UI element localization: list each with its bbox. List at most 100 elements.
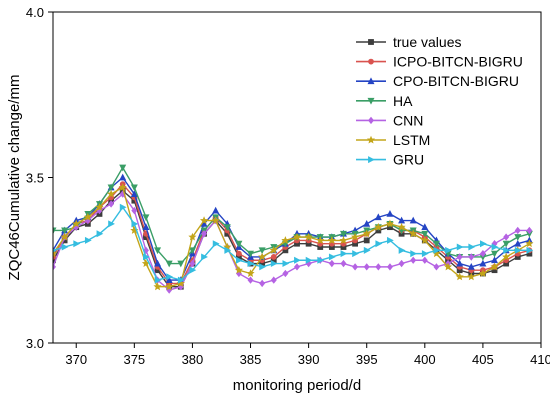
- series-point: [96, 230, 104, 238]
- series-point: [143, 253, 150, 261]
- x-axis: 370 375 380 385 390 395 400 405 410: [65, 343, 550, 367]
- series-point: [387, 236, 394, 244]
- series-point: [131, 220, 139, 228]
- legend-item: CPO-BITCN-BIGRU: [356, 73, 519, 89]
- series-point: [53, 263, 56, 271]
- series-point: [282, 269, 289, 278]
- series-point: [305, 256, 313, 264]
- y-tick-label: 4.0: [26, 5, 44, 20]
- series-point: [83, 212, 92, 221]
- series-point: [212, 240, 220, 248]
- legend-label: ICPO-BITCN-BIGRU: [393, 54, 523, 70]
- series-point: [375, 263, 382, 271]
- legend-marker: [367, 77, 375, 85]
- series-point: [503, 233, 510, 241]
- series-point: [131, 206, 138, 215]
- legend-marker: [368, 39, 374, 45]
- series-point: [154, 276, 162, 284]
- series-point: [188, 232, 197, 241]
- series-point: [445, 246, 452, 254]
- series-point: [421, 256, 428, 264]
- x-tick-label: 380: [182, 352, 204, 367]
- series-point: [166, 273, 174, 281]
- series-point: [410, 256, 417, 264]
- series-point: [107, 184, 115, 192]
- series-point: [352, 263, 359, 271]
- series-point: [212, 206, 220, 214]
- series-point: [490, 262, 499, 271]
- series-point: [375, 240, 383, 248]
- x-tick-label: 375: [123, 352, 145, 367]
- series-point: [525, 239, 534, 248]
- series-point: [236, 250, 242, 257]
- series-point: [130, 190, 138, 197]
- series-point: [397, 222, 406, 231]
- series-point: [282, 260, 290, 268]
- series-point: [153, 282, 162, 291]
- series-point: [386, 210, 394, 217]
- series-point: [108, 220, 115, 228]
- series-point: [236, 256, 243, 264]
- series-point: [189, 266, 197, 274]
- series-point: [433, 263, 440, 271]
- series-point: [270, 260, 278, 268]
- x-tick-label: 400: [414, 352, 436, 367]
- legend-item: true values: [356, 34, 461, 50]
- series-point: [420, 236, 429, 244]
- series-point: [514, 226, 521, 235]
- series-point: [526, 246, 534, 254]
- series-point: [60, 232, 69, 241]
- x-tick-label: 385: [240, 352, 262, 367]
- series-point: [443, 262, 453, 271]
- series-point: [456, 243, 464, 251]
- series-point: [189, 259, 196, 268]
- series-point: [351, 232, 360, 241]
- series-point: [340, 250, 348, 258]
- series-gru: [53, 203, 534, 284]
- series-point: [235, 240, 243, 248]
- series-point: [247, 260, 255, 268]
- series-point: [491, 243, 499, 251]
- legend-item: CNN: [356, 112, 423, 128]
- series-point: [327, 236, 336, 244]
- legend-item: HA: [356, 93, 413, 109]
- series-point: [259, 263, 266, 271]
- series-point: [53, 249, 58, 258]
- series-point: [188, 247, 196, 255]
- series-point: [398, 246, 406, 254]
- series-point: [119, 173, 127, 181]
- series-point: [118, 183, 127, 191]
- series-point: [526, 226, 533, 235]
- series-point: [398, 259, 405, 268]
- legend-marker: [366, 135, 376, 144]
- series-point: [142, 214, 150, 222]
- legend-label: HA: [393, 93, 413, 109]
- series-point: [270, 276, 277, 284]
- series-point: [363, 246, 371, 254]
- series-point: [247, 276, 254, 284]
- legend-label: true values: [393, 34, 461, 50]
- series-layer: [53, 164, 534, 294]
- x-axis-label: monitoring period/d: [233, 377, 361, 394]
- series-point: [234, 265, 243, 274]
- series-point: [421, 230, 429, 238]
- series-point: [247, 250, 255, 258]
- series-point: [409, 216, 417, 224]
- series-point: [502, 252, 511, 261]
- series-point: [154, 247, 162, 255]
- series-point: [154, 259, 162, 267]
- series-point: [432, 240, 440, 248]
- series-point: [502, 240, 510, 248]
- series-point: [409, 229, 418, 238]
- legend-label: CNN: [393, 112, 423, 128]
- series-point: [467, 263, 475, 270]
- series-line: [53, 166, 530, 265]
- series-point: [421, 223, 429, 231]
- x-tick-label: 405: [472, 352, 494, 367]
- series-point: [177, 276, 185, 284]
- series-point: [479, 249, 486, 258]
- legend-label: CPO-BITCN-BIGRU: [393, 73, 519, 89]
- series-point: [73, 240, 81, 248]
